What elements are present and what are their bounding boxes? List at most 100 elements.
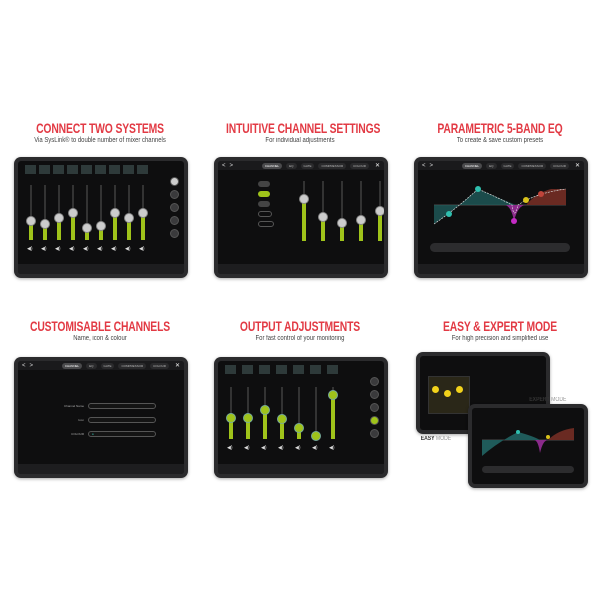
channel-icon-button[interactable] (225, 365, 236, 374)
fader-knob[interactable] (328, 389, 338, 400)
mute-icon[interactable]: ◀) (27, 246, 33, 252)
tab-eq[interactable]: EQ (486, 162, 497, 169)
tab-colour[interactable]: COLOUR (550, 162, 569, 169)
setting-fader[interactable] (375, 181, 384, 241)
channel-fader[interactable] (40, 185, 50, 240)
fader-knob[interactable] (318, 212, 328, 222)
fader-knob[interactable] (260, 405, 270, 416)
mute-icon[interactable]: ◀) (125, 246, 131, 252)
fader-knob[interactable] (294, 422, 304, 433)
fader-knob[interactable] (311, 431, 321, 442)
channel-icon-button[interactable] (81, 165, 92, 174)
close-button[interactable]: ✕ (374, 163, 380, 169)
mute-icon[interactable]: ◀) (97, 246, 103, 252)
tab-compressor[interactable]: COMPRESSOR (518, 162, 547, 169)
setting-fader[interactable] (299, 181, 309, 241)
fader-knob[interactable] (40, 218, 50, 229)
fader-knob[interactable] (68, 207, 78, 218)
output-select-button[interactable] (370, 416, 379, 425)
tab-gate[interactable]: GATE (100, 362, 115, 369)
tab-channel[interactable]: CHANNEL (61, 362, 83, 369)
channel-icon-button[interactable] (39, 165, 50, 174)
channel-fader[interactable] (96, 185, 106, 240)
output-select-button[interactable] (170, 177, 179, 186)
fader-knob[interactable] (82, 222, 92, 233)
fader-knob[interactable] (26, 215, 36, 226)
tab-channel[interactable]: CHANNEL (461, 162, 483, 169)
fader-knob[interactable] (124, 213, 134, 223)
fader-knob[interactable] (138, 207, 148, 218)
output-select-button[interactable] (370, 390, 379, 399)
mute-icon[interactable]: ◀) (278, 445, 284, 451)
tab-eq[interactable]: EQ (286, 162, 297, 169)
setting-fader[interactable] (318, 181, 328, 241)
fader-knob[interactable] (375, 206, 384, 216)
band-selector[interactable] (430, 243, 570, 252)
fader-knob[interactable] (299, 194, 309, 204)
close-button[interactable]: ✕ (174, 363, 180, 369)
output-select-button[interactable] (170, 203, 179, 212)
forward-button[interactable]: > (229, 162, 234, 169)
tab-gate[interactable]: GATE (500, 162, 515, 169)
fader-knob[interactable] (277, 414, 287, 425)
eq-curve-graph[interactable] (426, 179, 576, 234)
mute-button[interactable] (258, 221, 274, 227)
channel-fader[interactable] (124, 185, 134, 240)
icon-select[interactable] (88, 417, 156, 423)
fader-knob[interactable] (226, 413, 236, 424)
mute-icon[interactable]: ◀) (329, 445, 335, 451)
tab-gate[interactable]: GATE (300, 162, 315, 169)
fader-knob[interactable] (337, 218, 347, 228)
output-select-button[interactable] (170, 229, 179, 238)
channel-icon-button[interactable] (293, 365, 304, 374)
channel-icon-button[interactable] (109, 165, 120, 174)
channel-fader[interactable] (243, 387, 253, 439)
lowcut-select[interactable] (258, 211, 272, 217)
tab-compressor[interactable]: COMPRESSOR (118, 362, 147, 369)
channel-icon-button[interactable] (67, 165, 78, 174)
mute-icon[interactable]: ◀) (244, 445, 250, 451)
mute-icon[interactable]: ◀) (69, 246, 75, 252)
fader-knob[interactable] (96, 221, 106, 232)
channel-icon-button[interactable] (327, 365, 338, 374)
toggle-phase[interactable] (258, 201, 270, 207)
channel-icon-button[interactable] (137, 165, 148, 174)
fader-knob[interactable] (356, 215, 366, 225)
output-select-button[interactable] (370, 429, 379, 438)
forward-button[interactable]: > (29, 362, 34, 369)
channel-fader[interactable] (226, 387, 236, 439)
tab-channel[interactable]: CHANNEL (261, 162, 283, 169)
mute-icon[interactable]: ◀) (312, 445, 318, 451)
mute-icon[interactable]: ◀) (111, 246, 117, 252)
channel-fader[interactable] (68, 185, 78, 240)
fader-knob[interactable] (243, 413, 253, 424)
channel-icon-button[interactable] (242, 365, 253, 374)
mute-icon[interactable]: ◀) (261, 445, 267, 451)
fader-knob[interactable] (54, 213, 64, 223)
channel-fader[interactable] (294, 387, 304, 439)
channel-name-input[interactable] (88, 403, 156, 409)
output-select-button[interactable] (170, 216, 179, 225)
tab-colour[interactable]: COLOUR (150, 362, 169, 369)
forward-button[interactable]: > (429, 162, 434, 169)
channel-fader[interactable] (328, 387, 338, 439)
mute-icon[interactable]: ◀) (41, 246, 47, 252)
channel-fader[interactable] (82, 185, 92, 240)
channel-icon-button[interactable] (25, 165, 36, 174)
colour-select[interactable]: ● (88, 431, 156, 437)
channel-icon-button[interactable] (259, 365, 270, 374)
channel-fader[interactable] (260, 387, 270, 439)
close-button[interactable]: ✕ (574, 163, 580, 169)
tab-colour[interactable]: COLOUR (350, 162, 369, 169)
setting-fader[interactable] (337, 181, 347, 241)
channel-fader[interactable] (311, 387, 321, 442)
back-button[interactable]: < (422, 162, 426, 169)
channel-fader[interactable] (54, 185, 64, 240)
tab-eq[interactable]: EQ (86, 362, 97, 369)
mute-icon[interactable]: ◀) (227, 445, 233, 451)
channel-icon-button[interactable] (53, 165, 64, 174)
channel-icon-button[interactable] (276, 365, 287, 374)
back-button[interactable]: < (22, 362, 26, 369)
mute-icon[interactable]: ◀) (83, 246, 89, 252)
channel-fader[interactable] (26, 185, 36, 240)
